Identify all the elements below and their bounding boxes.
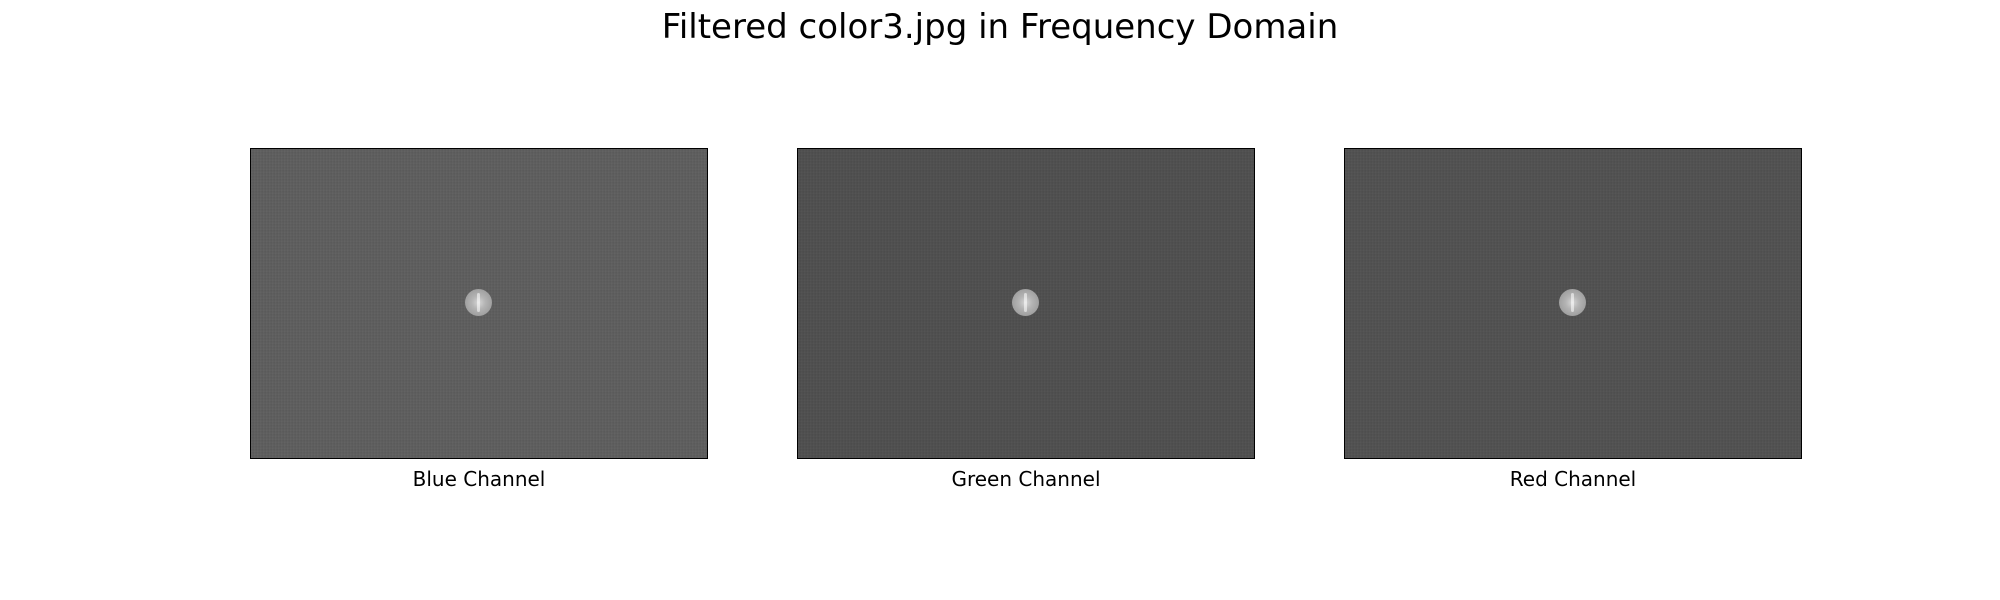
panel-blue-channel: Blue Channel (250, 148, 708, 492)
panel-green-channel: Green Channel (797, 148, 1255, 492)
image-red-channel (1344, 148, 1802, 459)
caption-red-channel: Red Channel (1509, 467, 1637, 491)
image-blue-channel (250, 148, 708, 459)
center-spot (1012, 289, 1039, 316)
caption-green-channel: Green Channel (951, 467, 1101, 491)
center-spot (1559, 289, 1586, 316)
panel-red-channel: Red Channel (1344, 148, 1802, 492)
image-green-channel (797, 148, 1255, 459)
caption-blue-channel: Blue Channel (412, 467, 546, 491)
figure-title: Filtered color3.jpg in Frequency Domain (661, 7, 1339, 47)
center-spot (465, 289, 492, 316)
